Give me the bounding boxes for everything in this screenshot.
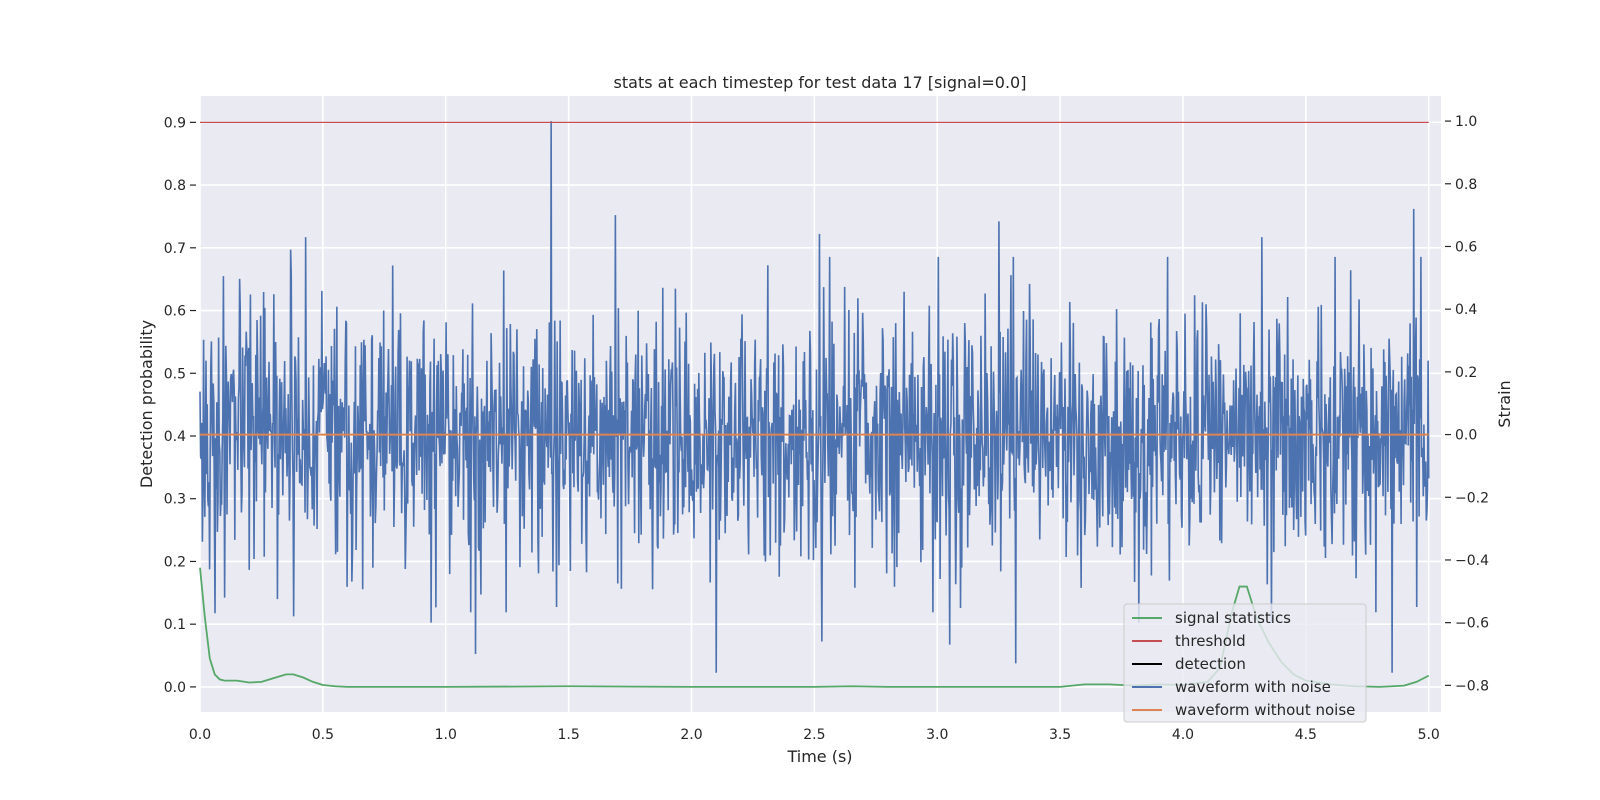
series-layer	[199, 121, 1430, 688]
right-tick-label: 0.6	[1455, 239, 1477, 255]
x-tick-label: 2.5	[803, 727, 825, 743]
legend-label: waveform without noise	[1175, 701, 1355, 719]
right-tick-label: −0.8	[1455, 678, 1489, 694]
chart-title: stats at each timestep for test data 17 …	[614, 73, 1027, 92]
left-tick-label: 0.9	[164, 115, 186, 131]
x-tick-label: 0.5	[312, 727, 334, 743]
left-tick-label: 0.5	[164, 366, 186, 382]
left-axis: 0.0 0.1 0.2 0.3 0.4 0.5 0.6 0.7 0.8 0.9	[164, 115, 196, 696]
right-tick-label: 1.0	[1455, 114, 1477, 130]
x-tick-label: 3.0	[926, 727, 948, 743]
right-tick-label: 0.8	[1455, 177, 1477, 193]
y-axis-label-right: Strain	[1495, 380, 1514, 427]
x-axis-label: Time (s)	[786, 747, 852, 766]
legend-label: signal statistics	[1175, 609, 1291, 627]
right-tick-label: −0.6	[1455, 616, 1489, 632]
x-tick-label: 4.0	[1172, 727, 1194, 743]
left-tick-label: 0.8	[164, 178, 186, 194]
legend-box	[1123, 603, 1367, 723]
x-tick-label: 3.5	[1049, 727, 1071, 743]
right-tick-label: 0.4	[1455, 302, 1477, 318]
right-tick-label: −0.2	[1455, 490, 1489, 506]
legend-label: threshold	[1175, 632, 1246, 650]
x-tick-label: 5.0	[1418, 727, 1440, 743]
x-tick-label: 4.5	[1295, 727, 1317, 743]
left-tick-label: 0.7	[164, 241, 186, 257]
left-tick-label: 0.3	[164, 492, 186, 508]
left-tick-label: 0.1	[164, 617, 186, 633]
waveform-with-noise-line	[199, 121, 1430, 673]
left-tick-label: 0.0	[164, 680, 186, 696]
left-tick-label: 0.2	[164, 554, 186, 570]
legend-label: waveform with noise	[1175, 678, 1331, 696]
left-tick-label: 0.6	[164, 304, 186, 320]
legend: signal statistics threshold detection wavef…	[1123, 603, 1367, 723]
right-tick-label: 0.0	[1455, 428, 1477, 444]
left-tick-label: 0.4	[164, 429, 186, 445]
x-tick-label: 1.0	[435, 727, 457, 743]
right-tick-label: −0.4	[1455, 553, 1489, 569]
right-tick-label: 0.2	[1455, 365, 1477, 381]
x-tick-label: 2.0	[680, 727, 702, 743]
right-axis: −0.8 −0.6 −0.4 −0.2 0.0 0.2 0.4 0.6 0.8 1.0	[1445, 114, 1489, 694]
x-tick-label: 1.5	[557, 727, 579, 743]
x-axis: 0.0 0.5 1.0 1.5 2.0 2.5 3.0 3.5 4.0 4.5 5.0	[189, 727, 1440, 743]
x-tick-label: 0.0	[189, 727, 211, 743]
legend-label: detection	[1175, 655, 1246, 673]
y-axis-label-left: Detection probability	[137, 320, 156, 488]
